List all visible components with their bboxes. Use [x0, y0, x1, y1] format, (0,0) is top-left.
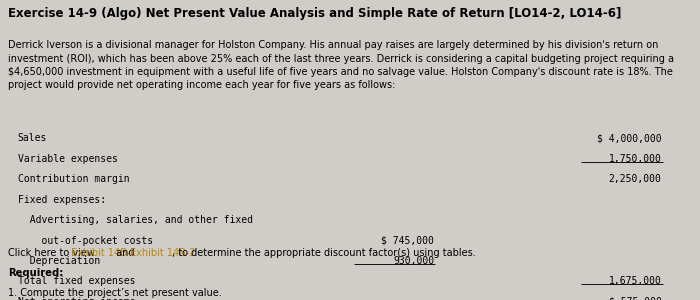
Text: $ 745,000: $ 745,000: [381, 236, 434, 245]
Text: Contribution margin: Contribution margin: [18, 174, 129, 184]
Text: 1,675,000: 1,675,000: [608, 276, 661, 286]
Text: Advertising, salaries, and other fixed: Advertising, salaries, and other fixed: [18, 215, 253, 225]
Text: 930,000: 930,000: [393, 256, 434, 266]
Text: 2,250,000: 2,250,000: [608, 174, 661, 184]
Text: Sales: Sales: [18, 134, 47, 143]
Text: 1. Compute the project’s net present value.: 1. Compute the project’s net present val…: [8, 288, 222, 298]
Text: Exercise 14-9 (Algo) Net Present Value Analysis and Simple Rate of Return [LO14-: Exercise 14-9 (Algo) Net Present Value A…: [8, 8, 622, 20]
Text: Total fixed expenses: Total fixed expenses: [18, 276, 135, 286]
Text: Variable expenses: Variable expenses: [18, 154, 118, 164]
Text: Exhibit 14B-1: Exhibit 14B-1: [71, 248, 136, 257]
Text: Depreciation: Depreciation: [18, 256, 99, 266]
Text: Exhibit 14B-2: Exhibit 14B-2: [130, 248, 195, 257]
Text: Click here to view: Click here to view: [8, 248, 99, 257]
Text: Derrick Iverson is a divisional manager for Holston Company. His annual pay rais: Derrick Iverson is a divisional manager …: [8, 40, 674, 90]
Text: , to determine the appropriate discount factor(s) using tables.: , to determine the appropriate discount …: [172, 248, 476, 257]
Text: $ 4,000,000: $ 4,000,000: [597, 134, 662, 143]
Text: 1,750,000: 1,750,000: [608, 154, 661, 164]
Text: and: and: [113, 248, 138, 257]
Text: out-of-pocket costs: out-of-pocket costs: [18, 236, 153, 245]
Text: $ 575,000: $ 575,000: [608, 297, 661, 300]
Text: Required:: Required:: [8, 268, 64, 278]
Text: Net operating income: Net operating income: [18, 297, 135, 300]
Text: Fixed expenses:: Fixed expenses:: [18, 195, 106, 205]
